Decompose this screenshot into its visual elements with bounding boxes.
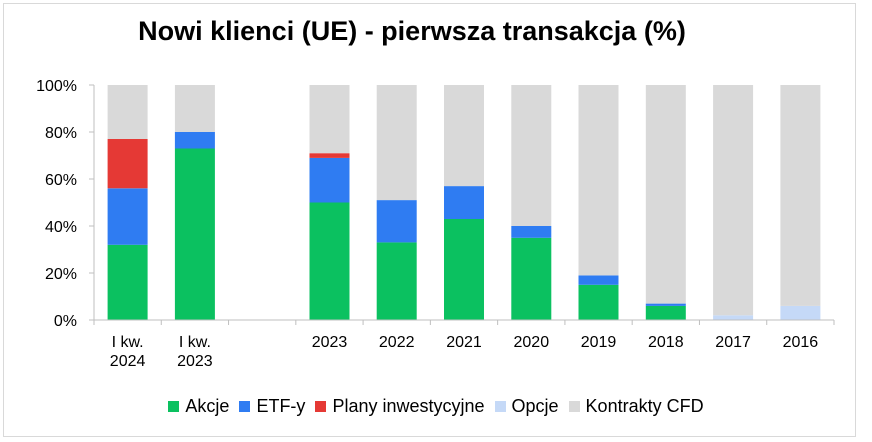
x-tick-label: 2023 bbox=[177, 353, 213, 370]
bar-segment-kontrakty-cfd-3 bbox=[309, 85, 350, 154]
legend-item: Opcje bbox=[494, 396, 559, 417]
x-tick-label: I kw. bbox=[179, 334, 211, 351]
bar-segment-etf-y-7 bbox=[578, 275, 619, 285]
legend-item: Kontrakty CFD bbox=[568, 396, 704, 417]
chart-legend: Akcje ETF-y Plany inwestycyjne Opcje Kontrak… bbox=[0, 396, 872, 417]
x-tick-label: 2016 bbox=[783, 334, 819, 351]
legend-swatch bbox=[568, 401, 580, 412]
legend-swatch bbox=[494, 401, 506, 412]
x-tick-label: 2019 bbox=[581, 334, 617, 351]
x-tick-label: 2018 bbox=[648, 334, 684, 351]
chart-title: Nowi klienci (UE) - pierwsza transakcja … bbox=[138, 16, 686, 46]
bar-segment-kontrakty-cfd-1 bbox=[174, 85, 215, 132]
legend-label: Akcje bbox=[185, 396, 230, 416]
bar-segment-akcje-6 bbox=[511, 237, 552, 321]
legend-swatch bbox=[168, 401, 180, 412]
bar-segment-kontrakty-cfd-9 bbox=[713, 85, 754, 316]
legend-swatch bbox=[239, 401, 251, 412]
legend-item: ETF-y bbox=[239, 396, 305, 417]
y-tick-label: 40% bbox=[45, 219, 77, 236]
bar-segment-akcje-5 bbox=[444, 218, 484, 320]
bar-segment-kontrakty-cfd-6 bbox=[511, 85, 552, 226]
bar-segment-kontrakty-cfd-4 bbox=[376, 85, 417, 201]
legend-label: ETF-y bbox=[256, 396, 306, 416]
bar-segment-akcje-8 bbox=[645, 305, 686, 320]
bar-segment-kontrakty-cfd-10 bbox=[780, 85, 821, 306]
y-tick-label: 0% bbox=[54, 313, 77, 330]
bar-segment-kontrakty-cfd-7 bbox=[578, 85, 619, 276]
y-tick-label: 100% bbox=[36, 78, 77, 95]
legend-label: Kontrakty CFD bbox=[585, 396, 704, 416]
bar-segment-opcje-9 bbox=[713, 315, 754, 320]
bar-segment-akcje-1 bbox=[174, 148, 215, 320]
bar-segment-kontrakty-cfd-0 bbox=[107, 85, 148, 139]
bar-segment-akcje-0 bbox=[107, 244, 148, 320]
bar-segment-akcje-3 bbox=[309, 202, 350, 320]
legend-swatch bbox=[315, 401, 327, 412]
bar-segment-kontrakty-cfd-5 bbox=[444, 85, 484, 187]
bar-segment-opcje-10 bbox=[780, 305, 821, 320]
legend-item: Plany inwestycyjne bbox=[315, 396, 485, 417]
bar-segment-etf-y-1 bbox=[174, 132, 215, 149]
y-tick-label: 60% bbox=[45, 172, 77, 189]
x-tick-label: 2020 bbox=[514, 334, 550, 351]
bar-segment-etf-y-6 bbox=[511, 226, 552, 238]
bar-segment-etf-y-8 bbox=[645, 303, 686, 306]
x-tick-label: 2023 bbox=[312, 334, 348, 351]
bar-segment-plany-inwestycyjne-3 bbox=[309, 153, 350, 158]
axes-group: I kw. 2024 I kw. 2023 2023 2022 2021 2020 2019 20… bbox=[36, 78, 835, 370]
y-tick-label: 20% bbox=[45, 266, 77, 283]
x-tick-label: 2024 bbox=[110, 353, 146, 370]
bar-segment-kontrakty-cfd-8 bbox=[645, 85, 686, 304]
x-tick-label: 2022 bbox=[379, 334, 415, 351]
bar-segment-plany-inwestycyjne-0 bbox=[107, 139, 148, 189]
bar-segment-etf-y-3 bbox=[309, 157, 350, 203]
x-tick-label: 2017 bbox=[715, 334, 751, 351]
legend-item: Akcje bbox=[168, 396, 229, 417]
bars-group bbox=[107, 85, 821, 321]
bar-segment-akcje-7 bbox=[578, 284, 619, 321]
legend-label: Plany inwestycyjne bbox=[332, 396, 485, 416]
bar-segment-etf-y-4 bbox=[376, 200, 417, 243]
bar-segment-etf-y-5 bbox=[444, 186, 484, 219]
bar-segment-etf-y-0 bbox=[107, 188, 148, 245]
legend-label: Opcje bbox=[511, 396, 559, 416]
bar-segment-akcje-4 bbox=[376, 242, 417, 320]
x-tick-label: I kw. bbox=[112, 334, 144, 351]
x-tick-label: 2021 bbox=[446, 334, 482, 351]
y-tick-label: 80% bbox=[45, 125, 77, 142]
